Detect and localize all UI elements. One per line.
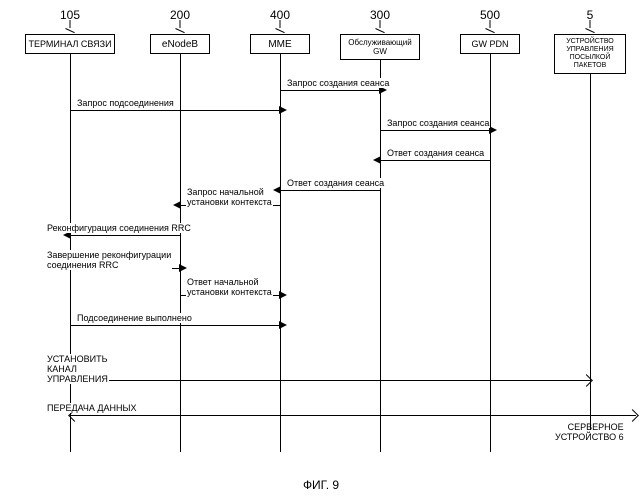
lifeline (590, 74, 591, 430)
message-label: Ответ создания сеанса (286, 178, 385, 188)
actor-box: УСТРОЙСТВОУПРАВЛЕНИЯПОСЫЛКОЙПАКЕТОВ (554, 34, 626, 74)
message-label: Реконфигурация соединения RRC (46, 223, 192, 233)
arrow-right-icon (279, 321, 287, 329)
message-line (380, 130, 490, 131)
lifeline (490, 54, 491, 452)
message-label: УСТАНОВИТЬКАНАЛУПРАВЛЕНИЯ (46, 354, 109, 384)
arrow-right-icon (279, 291, 287, 299)
arrow-right-icon (179, 264, 187, 272)
actor-tick (180, 20, 181, 28)
message-line (380, 160, 490, 161)
figure-caption: ФИГ. 9 (303, 478, 339, 492)
message-line (280, 90, 380, 91)
message-label: Ответ создания сеанса (386, 148, 485, 158)
external-node-label: СЕРВЕРНОЕУСТРОЙСТВО 6 (555, 422, 624, 442)
actor-tick (590, 20, 591, 28)
lifeline (180, 54, 181, 452)
actor-tick (280, 20, 281, 28)
message-label: Запрос создания сеанса (386, 118, 490, 128)
actor-box: MME (250, 34, 310, 54)
actor-box: eNodeB (150, 34, 210, 54)
actor-box: ТЕРМИНАЛ СВЯЗИ (25, 34, 115, 54)
actor-tick (70, 20, 71, 28)
actor-tick (490, 20, 491, 28)
actor-tick (380, 20, 381, 28)
arrow-left-icon (273, 186, 281, 194)
message-line (70, 325, 280, 326)
actor-box: GW PDN (460, 34, 520, 54)
message-label: Подсоединение выполнено (76, 313, 193, 323)
message-line (70, 380, 590, 381)
message-label: Запрос создания сеанса (286, 78, 390, 88)
actor-box: ОбслуживающийGW (340, 34, 420, 60)
message-label: Завершение реконфигурациисоединения RRC (46, 250, 172, 270)
message-line (280, 190, 380, 191)
message-label: Ответ начальнойустановки контекста (186, 277, 273, 297)
message-line (70, 415, 636, 416)
arrow-right-icon (626, 409, 639, 422)
sequence-diagram: 105ТЕРМИНАЛ СВЯЗИ200eNodeB400MME300Обслу… (0, 0, 642, 500)
lifeline (380, 60, 381, 452)
arrow-left-icon (173, 201, 181, 209)
arrow-left-icon (373, 156, 381, 164)
message-line (70, 110, 280, 111)
message-label: Запрос подсоединения (76, 98, 175, 108)
message-label: Запрос начальнойустановки контекста (186, 187, 273, 207)
message-line (70, 235, 180, 236)
arrow-right-icon (279, 106, 287, 114)
message-label: ПЕРЕДАЧА ДАННЫХ (46, 403, 137, 413)
